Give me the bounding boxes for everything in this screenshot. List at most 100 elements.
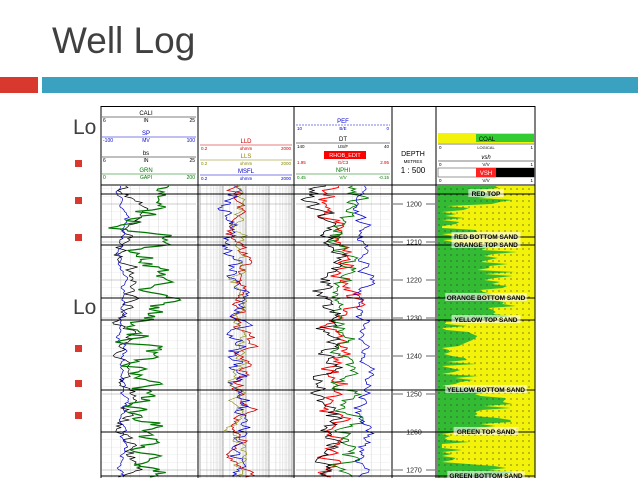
svg-text:METRES: METRES — [404, 159, 423, 164]
bullet-marker — [75, 412, 82, 419]
svg-text:1: 1 — [530, 162, 533, 167]
svg-text:V/V: V/V — [482, 162, 489, 167]
svg-text:NPHI: NPHI — [336, 168, 351, 174]
lld-curve — [225, 185, 259, 478]
formation-top-label: RED BOTTOM SAND — [454, 234, 518, 241]
svg-text:2000: 2000 — [281, 161, 292, 166]
svg-text:25: 25 — [189, 158, 195, 164]
svg-text:2000: 2000 — [281, 176, 292, 181]
svg-text:10: 10 — [297, 126, 303, 131]
svg-text:MV: MV — [142, 138, 150, 144]
svg-text:RHOB_EDIT: RHOB_EDIT — [329, 153, 361, 159]
svg-text:6: 6 — [103, 118, 106, 124]
svg-text:COAL: COAL — [479, 137, 496, 143]
svg-text:vsh: vsh — [481, 155, 491, 161]
track3-header: PEF 10 B/E 0 DT 140 US/F 40 RHOB_EDIT 1.… — [296, 119, 390, 180]
svg-text:ohmm: ohmm — [240, 146, 253, 151]
svg-text:0: 0 — [439, 162, 442, 167]
bullet-marker — [75, 197, 82, 204]
slide-title: Well Log — [52, 20, 196, 61]
svg-text:G/C3: G/C3 — [338, 160, 349, 165]
svg-text:1 : 500: 1 : 500 — [401, 166, 426, 175]
svg-text:200: 200 — [187, 175, 196, 181]
svg-text:0: 0 — [439, 145, 442, 150]
svg-text:0: 0 — [439, 178, 442, 183]
svg-text:0.2: 0.2 — [201, 176, 208, 181]
formation-top-label: ORANGE BOTTOM SAND — [447, 295, 526, 302]
cali-curve — [112, 185, 149, 478]
svg-text:MSFL: MSFL — [238, 169, 255, 175]
title-accent-bar-blue — [42, 77, 638, 93]
svg-text:-100: -100 — [103, 138, 113, 144]
depth-label: 1210 — [406, 240, 422, 247]
svg-text:0.2: 0.2 — [201, 161, 208, 166]
svg-text:LOGICAL: LOGICAL — [477, 145, 495, 150]
svg-text:140: 140 — [297, 144, 305, 149]
svg-text:IN: IN — [144, 118, 149, 124]
svg-text:PEF: PEF — [337, 119, 349, 125]
svg-text:0: 0 — [386, 126, 389, 131]
svg-text:SP: SP — [142, 131, 150, 137]
svg-text:25: 25 — [189, 118, 195, 124]
svg-text:LLD: LLD — [240, 139, 252, 145]
cali-name: CALI — [139, 111, 153, 117]
svg-text:DEPTH: DEPTH — [401, 151, 425, 158]
bullet-marker — [75, 345, 82, 352]
svg-text:IN: IN — [144, 158, 149, 164]
track1-header: CALI 6 IN 25 SP -100 MV 100 bs 6 IN 25 G… — [102, 111, 196, 181]
svg-text:B/E: B/E — [339, 126, 346, 131]
svg-text:DT: DT — [339, 137, 347, 143]
formation-top-label: ORANGE TOP SAND — [454, 242, 518, 249]
nphi-curve — [325, 185, 369, 478]
svg-text:LLS: LLS — [241, 154, 252, 160]
svg-text:-0.15: -0.15 — [379, 175, 390, 180]
svg-text:0.45: 0.45 — [297, 175, 306, 180]
svg-text:ohmm: ohmm — [240, 161, 253, 166]
bullet-fragment-1: Lo — [73, 116, 97, 139]
depth-label: 1240 — [406, 354, 422, 361]
bullet-fragment-2: Lo — [73, 296, 97, 319]
svg-text:0.2: 0.2 — [201, 146, 208, 151]
svg-text:2.95: 2.95 — [380, 160, 389, 165]
formation-top-label: YELLOW TOP SAND — [455, 317, 518, 324]
formation-top-label: GREEN TOP SAND — [457, 429, 516, 436]
msfl-curve — [217, 185, 254, 478]
depth-header: DEPTH METRES 1 : 500 — [401, 151, 426, 175]
track5-header: COAL 0 LOGICAL 1 vsh 0 V/V 1 VSH 0 V/V 1 — [437, 133, 535, 183]
formation-top-label: GREEN BOTTOM SAND — [449, 473, 522, 478]
bullet-marker — [75, 234, 82, 241]
svg-text:6: 6 — [103, 158, 106, 164]
track-borders — [100, 106, 536, 478]
formation-top-label: YELLOW BOTTOM SAND — [447, 387, 525, 394]
svg-text:GRN: GRN — [139, 168, 152, 174]
pef-curve — [352, 185, 376, 478]
formation-top-label: RED TOP — [472, 191, 501, 198]
svg-text:100: 100 — [187, 138, 196, 144]
svg-text:1: 1 — [530, 145, 533, 150]
svg-text:V/V: V/V — [482, 178, 489, 183]
well-log-image: CALI 6 IN 25 SP -100 MV 100 bs 6 IN 25 G… — [100, 106, 536, 478]
svg-text:VSH: VSH — [480, 171, 492, 177]
lls-curve — [223, 185, 249, 478]
depth-label: 1270 — [406, 468, 422, 475]
depth-label: 1230 — [406, 316, 422, 323]
bullet-marker — [75, 160, 82, 167]
svg-text:1: 1 — [530, 178, 533, 183]
grn-curve — [108, 185, 182, 478]
title-accent-bar-red — [0, 77, 38, 93]
track2-header: LLD 0.2 ohmm 2000 LLS 0.2 ohmm 2000 MSFL… — [200, 139, 292, 181]
depth-label: 1250 — [406, 392, 422, 399]
svg-text:bs: bs — [143, 151, 149, 157]
dt-curve — [300, 185, 348, 478]
bullet-marker — [75, 380, 82, 387]
depth-label: 1200 — [406, 202, 422, 209]
svg-text:ohmm: ohmm — [240, 176, 253, 181]
depth-label: 1260 — [406, 430, 422, 437]
svg-text:V/V: V/V — [339, 175, 346, 180]
svg-text:US/F: US/F — [338, 144, 349, 149]
svg-text:0: 0 — [103, 175, 106, 181]
sp-curve — [115, 186, 130, 478]
svg-text:40: 40 — [384, 144, 390, 149]
svg-text:GAPI: GAPI — [140, 175, 152, 181]
svg-text:1.95: 1.95 — [297, 160, 306, 165]
